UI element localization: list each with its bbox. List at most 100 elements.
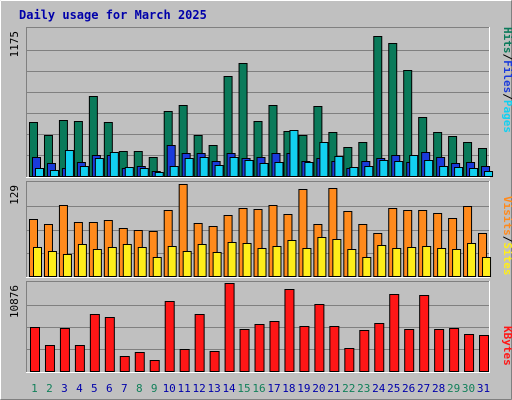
x-tick-label: 5 [91, 382, 98, 395]
bar-sites-day-22 [347, 249, 357, 277]
bar-pages-day-1 [35, 168, 44, 177]
bar-sites-day-5 [92, 249, 102, 277]
panel-2: 129 Visits/Sites [8, 181, 512, 278]
legend-sites: Sites [501, 242, 512, 275]
bar-kbytes-day-14 [224, 283, 235, 372]
x-tick-label: 13 [207, 382, 220, 395]
legend-hits: Hits [501, 27, 512, 54]
bar-sites-day-13 [212, 252, 222, 277]
bar-pages-day-15 [244, 160, 254, 177]
bar-sites-day-1 [33, 247, 42, 277]
legend-pages: Pages [501, 100, 512, 133]
x-tick-label: 12 [193, 382, 206, 395]
x-tick-label: 20 [312, 382, 325, 395]
bar-kbytes-day-31 [479, 335, 490, 372]
bar-sites-day-12 [197, 244, 207, 277]
x-tick-label: 28 [432, 382, 445, 395]
bar-pages-day-4 [79, 166, 89, 177]
bar-kbytes-day-12 [194, 314, 205, 372]
bar-sites-day-10 [167, 246, 177, 277]
x-tick-label: 19 [297, 382, 310, 395]
legend-kbytes: KBytes [501, 326, 512, 366]
bar-sites-day-28 [437, 248, 447, 277]
x-tick-label: 1 [31, 382, 38, 395]
panel-3: 10876 KBytes [8, 281, 512, 373]
bar-pages-day-27 [424, 160, 434, 177]
bar-pages-day-21 [334, 156, 344, 177]
x-tick-label: 29 [447, 382, 460, 395]
bar-hits-day-24 [373, 36, 383, 177]
bar-sites-day-4 [77, 244, 87, 277]
bar-pages-day-26 [409, 155, 419, 177]
bar-kbytes-day-24 [374, 323, 385, 372]
bar-kbytes-day-1 [30, 327, 40, 372]
legend-visits: Visits [501, 196, 512, 236]
bar-sites-day-29 [452, 249, 462, 277]
x-tick-label: 18 [282, 382, 295, 395]
legend-separator: / [501, 93, 512, 100]
bar-kbytes-day-9 [149, 360, 160, 372]
bar-sites-day-2 [47, 251, 57, 277]
bar-pages-day-3 [64, 150, 74, 177]
bar-pages-day-2 [49, 170, 59, 177]
bar-pages-day-14 [229, 157, 239, 177]
y-max-label: 129 [8, 185, 21, 205]
bar-pages-day-18 [289, 130, 299, 177]
bar-pages-day-31 [484, 171, 494, 177]
bar-pages-day-28 [439, 166, 449, 177]
bar-sites-day-18 [287, 240, 297, 277]
bar-pages-day-16 [259, 163, 269, 177]
bar-sites-day-17 [272, 246, 282, 277]
bar-pages-day-10 [169, 166, 179, 177]
chart-panels: 1175Hits/Files/Pages129Visits/Sites10876… [8, 27, 512, 373]
bar-kbytes-day-10 [164, 301, 175, 372]
bar-pages-day-9 [154, 172, 164, 177]
y-max-label: 10876 [8, 285, 21, 318]
x-tick-label: 27 [417, 382, 430, 395]
bar-sites-day-19 [302, 248, 312, 277]
x-tick-label: 24 [372, 382, 386, 395]
x-tick-label: 30 [462, 382, 475, 395]
bar-kbytes-day-11 [179, 349, 190, 372]
bar-sites-day-31 [482, 257, 492, 277]
bar-sites-day-23 [362, 257, 372, 277]
bar-pages-day-20 [319, 142, 329, 177]
bar-pages-day-5 [94, 158, 104, 177]
bar-sites-day-15 [242, 243, 252, 277]
bar-pages-day-13 [214, 165, 224, 177]
bar-sites-day-20 [317, 237, 327, 277]
x-tick-label: 23 [357, 382, 370, 395]
series-legend: Visits/Sites [501, 196, 512, 276]
bar-kbytes-day-13 [209, 351, 220, 372]
bar-kbytes-day-17 [269, 321, 280, 372]
x-tick-label: 3 [61, 382, 68, 395]
x-tick-label: 4 [76, 382, 83, 395]
y-max-label: 1175 [8, 31, 21, 58]
x-tick-label: 7 [121, 382, 128, 395]
bar-kbytes-day-27 [419, 295, 430, 372]
x-tick-label: 2 [46, 382, 53, 395]
bar-sites-day-30 [467, 243, 477, 277]
x-tick-label: 8 [136, 382, 143, 395]
bar-pages-day-24 [379, 160, 389, 177]
bar-sites-day-16 [257, 248, 267, 277]
bar-pages-day-19 [304, 162, 314, 177]
bar-sites-day-8 [137, 247, 147, 277]
x-tick-label: 14 [222, 382, 236, 395]
bar-sites-day-24 [377, 245, 387, 277]
bar-sites-day-21 [332, 239, 342, 277]
x-tick-label: 9 [151, 382, 158, 395]
bar-pages-day-25 [394, 161, 404, 177]
bar-sites-day-11 [182, 251, 192, 277]
bar-sites-day-9 [152, 257, 162, 277]
bar-sites-day-6 [107, 247, 117, 277]
bar-kbytes-day-3 [59, 328, 70, 372]
bar-kbytes-day-5 [89, 314, 100, 372]
x-tick-label: 26 [402, 382, 415, 395]
bar-kbytes-day-19 [299, 326, 310, 372]
bar-pages-day-12 [199, 157, 209, 177]
bar-pages-day-11 [184, 158, 194, 177]
chart-title: Daily usage for March 2025 [19, 8, 207, 22]
legend-separator: / [501, 54, 512, 61]
